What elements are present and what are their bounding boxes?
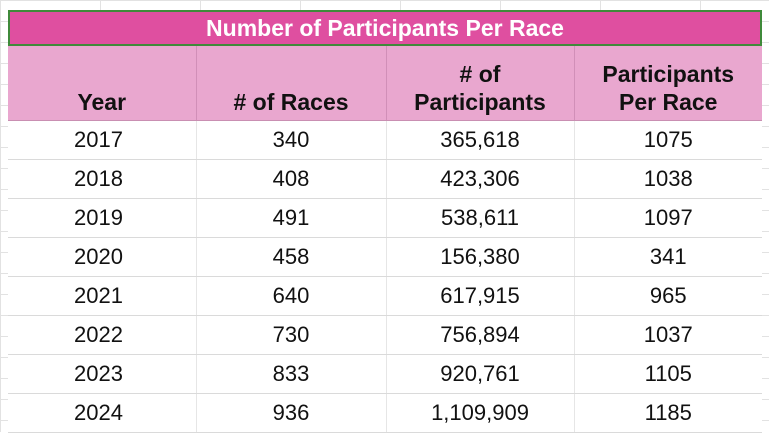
table-row: 2018 408 423,306 1038 xyxy=(8,159,762,199)
per-race-cell[interactable]: 1037 xyxy=(574,315,762,355)
per-race-cell[interactable]: 1097 xyxy=(574,198,762,238)
header-ppr-line-2: Per Race xyxy=(619,89,718,115)
data-table: Year # of Races # of Participants Partic… xyxy=(8,46,762,433)
table-row: 2017 340 365,618 1075 xyxy=(8,120,762,160)
races-cell[interactable]: 491 xyxy=(196,198,387,238)
races-cell[interactable]: 408 xyxy=(196,159,387,199)
participants-cell[interactable]: 156,380 xyxy=(386,237,575,277)
table-row: 2024 936 1,109,909 1185 xyxy=(8,393,762,433)
participants-cell[interactable]: 920,761 xyxy=(386,354,575,394)
table-row: 2023 833 920,761 1105 xyxy=(8,354,762,394)
year-cell[interactable]: 2024 xyxy=(8,393,197,433)
participants-cell[interactable]: 423,306 xyxy=(386,159,575,199)
races-cell[interactable]: 936 xyxy=(196,393,387,433)
participants-cell[interactable]: 617,915 xyxy=(386,276,575,316)
header-races[interactable]: # of Races xyxy=(196,46,387,121)
table-row: 2022 730 756,894 1037 xyxy=(8,315,762,355)
year-cell[interactable]: 2020 xyxy=(8,237,197,277)
per-race-cell[interactable]: 1185 xyxy=(574,393,762,433)
participants-table: Number of Participants Per Race Year # o… xyxy=(8,10,762,433)
year-cell[interactable]: 2023 xyxy=(8,354,197,394)
header-row: Year # of Races # of Participants Partic… xyxy=(8,46,762,121)
races-cell[interactable]: 340 xyxy=(196,120,387,160)
year-cell[interactable]: 2019 xyxy=(8,198,197,238)
header-participants[interactable]: # of Participants xyxy=(386,46,575,121)
participants-cell[interactable]: 538,611 xyxy=(386,198,575,238)
header-year[interactable]: Year xyxy=(8,46,197,121)
participants-cell[interactable]: 365,618 xyxy=(386,120,575,160)
year-cell[interactable]: 2022 xyxy=(8,315,197,355)
table-row: 2020 458 156,380 341 xyxy=(8,237,762,277)
header-ppr-line-1: Participants xyxy=(602,61,735,87)
year-cell[interactable]: 2018 xyxy=(8,159,197,199)
table-title[interactable]: Number of Participants Per Race xyxy=(8,10,762,46)
header-participants-per-race[interactable]: Participants Per Race xyxy=(574,46,762,121)
participants-cell[interactable]: 1,109,909 xyxy=(386,393,575,433)
races-cell[interactable]: 730 xyxy=(196,315,387,355)
per-race-cell[interactable]: 965 xyxy=(574,276,762,316)
races-cell[interactable]: 640 xyxy=(196,276,387,316)
header-participants-line-1: # of xyxy=(459,61,501,87)
per-race-cell[interactable]: 341 xyxy=(574,237,762,277)
year-cell[interactable]: 2021 xyxy=(8,276,197,316)
per-race-cell[interactable]: 1105 xyxy=(574,354,762,394)
year-cell[interactable]: 2017 xyxy=(8,120,197,160)
races-cell[interactable]: 833 xyxy=(196,354,387,394)
races-cell[interactable]: 458 xyxy=(196,237,387,277)
table-row: 2019 491 538,611 1097 xyxy=(8,198,762,238)
per-race-cell[interactable]: 1075 xyxy=(574,120,762,160)
per-race-cell[interactable]: 1038 xyxy=(574,159,762,199)
participants-cell[interactable]: 756,894 xyxy=(386,315,575,355)
table-row: 2021 640 617,915 965 xyxy=(8,276,762,316)
header-participants-line-2: Participants xyxy=(414,89,546,115)
